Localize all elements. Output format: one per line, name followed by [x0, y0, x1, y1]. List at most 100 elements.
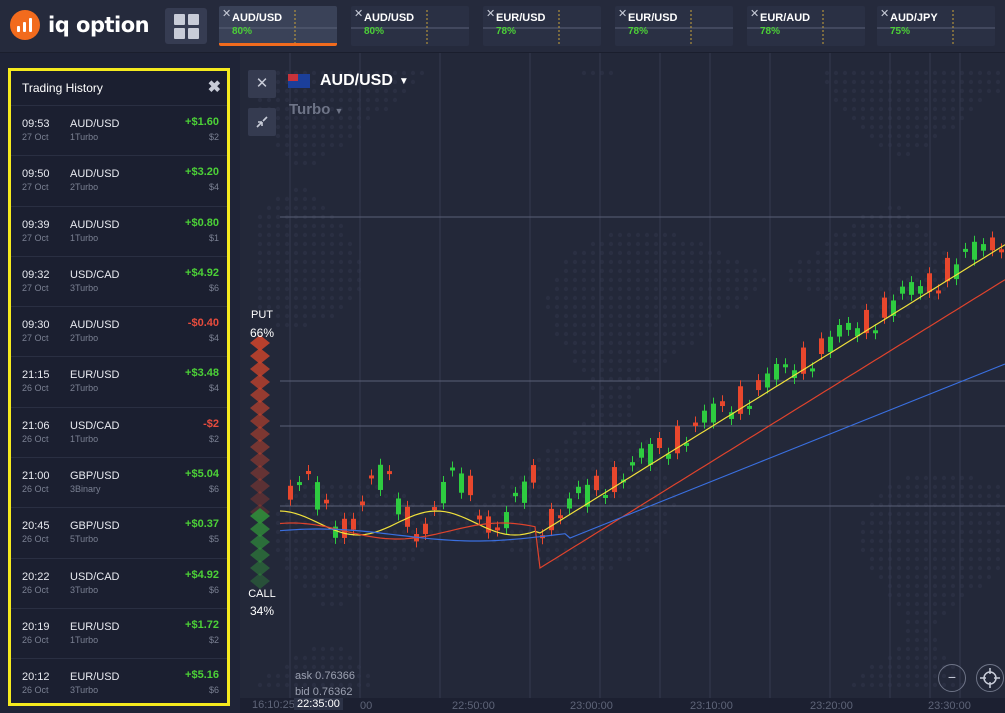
trade-stake: $4 [208, 182, 219, 193]
trade-date: 26 Oct [22, 484, 49, 495]
mini-chart-icon [219, 10, 337, 43]
history-row[interactable]: 21:06 26 Oct USD/CAD 1Turbo -$2 $2 [11, 406, 227, 457]
trade-pair: EUR/USD [70, 620, 120, 633]
price-chart[interactable] [240, 53, 1005, 713]
asset-tab[interactable]: ✕ EUR/USD 78% [615, 6, 733, 46]
chart-area[interactable] [240, 53, 1005, 713]
trade-profit: +$3.20 [185, 166, 219, 179]
brand-logo[interactable]: iq option [10, 10, 150, 40]
trade-profit: -$2 [203, 417, 219, 430]
trade-profit: +$3.48 [185, 367, 219, 380]
trade-profit: +$0.80 [185, 216, 219, 229]
trade-time: 09:32 [22, 268, 50, 281]
zoom-out-button[interactable]: − [938, 664, 966, 692]
history-row[interactable]: 21:15 26 Oct EUR/USD 2Turbo +$3.48 $4 [11, 356, 227, 406]
close-icon[interactable]: ✖ [207, 79, 221, 96]
history-row[interactable]: 20:45 26 Oct GBP/USD 5Turbo +$0.37 $5 [11, 507, 227, 557]
logo-icon [10, 10, 40, 40]
mini-chart-icon [483, 10, 601, 46]
call-label: CALL [248, 588, 276, 600]
history-row[interactable]: 09:32 27 Oct USD/CAD 3Turbo +$4.92 $6 [11, 255, 227, 306]
trade-stake: $2 [208, 433, 219, 444]
asset-grid-button[interactable] [165, 8, 207, 44]
mode-label: Turbo [289, 101, 331, 118]
trade-stake: $2 [208, 634, 219, 645]
trade-pair: USD/CAD [70, 570, 120, 583]
close-tab-icon[interactable]: ✕ [618, 8, 628, 20]
trade-time: 09:50 [22, 168, 50, 181]
trade-pair: EUR/USD [70, 671, 120, 684]
brand-name: iq option [48, 13, 150, 37]
close-tab-icon[interactable]: ✕ [222, 8, 232, 20]
history-row[interactable]: 09:53 27 Oct AUD/USD 1Turbo +$1.60 $2 [11, 105, 227, 155]
trade-stake: $1 [208, 232, 219, 243]
trade-profit: -$0.40 [187, 317, 219, 330]
close-chart-button[interactable]: ✕ [248, 70, 276, 98]
close-tab-icon[interactable]: ✕ [750, 8, 760, 20]
history-row[interactable]: 09:39 27 Oct AUD/USD 1Turbo +$0.80 $1 [11, 205, 227, 256]
history-row[interactable]: 20:22 26 Oct USD/CAD 3Turbo +$4.92 $6 [11, 557, 227, 608]
trade-pair: AUD/USD [70, 218, 120, 231]
close-tab-icon[interactable]: ✕ [354, 8, 364, 20]
close-icon: ✕ [255, 75, 269, 92]
trade-kind: 3Binary [70, 484, 101, 495]
trade-kind: 1Turbo [70, 433, 99, 444]
trade-time: 09:39 [22, 218, 50, 231]
time-tick: 22:50:00 [452, 700, 495, 712]
pair-selector[interactable]: AUD/USD ▼ [288, 72, 409, 90]
trade-kind: 5Turbo [70, 534, 99, 545]
collapse-icon [256, 116, 268, 128]
trade-date: 27 Oct [22, 182, 49, 193]
time-axis [240, 698, 1005, 713]
trade-time: 09:53 [22, 118, 50, 130]
call-percent: 34% [249, 604, 275, 618]
asset-tab[interactable]: ✕ AUD/USD 80% [351, 6, 469, 46]
history-row[interactable]: 20:19 26 Oct EUR/USD 1Turbo +$1.72 $2 [11, 607, 227, 658]
history-row[interactable]: 09:30 27 Oct AUD/USD 2Turbo -$0.40 $4 [11, 306, 227, 356]
tab-percent: 80% [232, 26, 253, 37]
crosshair-icon [980, 668, 1000, 688]
trade-kind: 2Turbo [70, 333, 99, 344]
trade-kind: 1Turbo [70, 634, 99, 645]
trade-date: 27 Oct [22, 132, 49, 142]
history-title: Trading History [22, 81, 103, 95]
mode-selector[interactable]: Turbo ▼ [289, 101, 343, 118]
mini-chart-icon [747, 10, 865, 46]
grid-icon [173, 13, 185, 25]
tab-pair: EUR/USD [628, 12, 678, 24]
trade-profit: +$1.60 [185, 116, 219, 128]
history-row[interactable]: 09:50 27 Oct AUD/USD 2Turbo +$3.20 $4 [11, 155, 227, 205]
trade-time: 21:15 [22, 369, 50, 382]
history-row[interactable]: 20:12 26 Oct EUR/USD 3Turbo +$5.16 $6 [11, 658, 227, 708]
trade-stake: $6 [208, 484, 219, 495]
trade-profit: +$5.04 [185, 468, 219, 481]
mini-chart-icon [877, 10, 995, 46]
trade-time: 20:45 [22, 520, 50, 533]
close-tab-icon[interactable]: ✕ [880, 8, 890, 20]
asset-tab[interactable]: ✕ EUR/USD 78% [483, 6, 601, 46]
trade-time: 20:22 [22, 570, 50, 583]
asset-tab[interactable]: ✕ AUD/USD 80% [219, 6, 337, 46]
trade-date: 27 Oct [22, 282, 49, 293]
trade-pair: AUD/USD [70, 168, 120, 181]
history-row[interactable]: 21:00 26 Oct GBP/USD 3Binary +$5.04 $6 [11, 457, 227, 507]
tab-percent: 80% [364, 26, 385, 37]
tab-pair: AUD/JPY [890, 12, 938, 24]
trade-kind: 2Turbo [70, 182, 99, 193]
asset-tab[interactable]: ✕ EUR/AUD 78% [747, 6, 865, 46]
trade-date: 26 Oct [22, 383, 49, 394]
close-tab-icon[interactable]: ✕ [486, 8, 496, 20]
crosshair-button[interactable] [976, 664, 1004, 692]
trade-profit: +$0.37 [185, 518, 219, 531]
trade-stake: $6 [208, 685, 219, 696]
time-tick: 23:20:00 [810, 700, 853, 712]
trade-kind: 3Turbo [70, 584, 99, 595]
time-prefix: 16:10:25 [252, 699, 295, 711]
asset-tab[interactable]: ✕ AUD/JPY 75% [877, 6, 995, 46]
trade-pair: EUR/USD [70, 369, 120, 382]
trade-pair: AUD/USD [70, 319, 120, 332]
collapse-button[interactable] [248, 108, 276, 136]
tab-pair: AUD/USD [364, 12, 415, 24]
tab-percent: 78% [496, 26, 517, 37]
trade-profit: +$1.72 [185, 618, 219, 631]
